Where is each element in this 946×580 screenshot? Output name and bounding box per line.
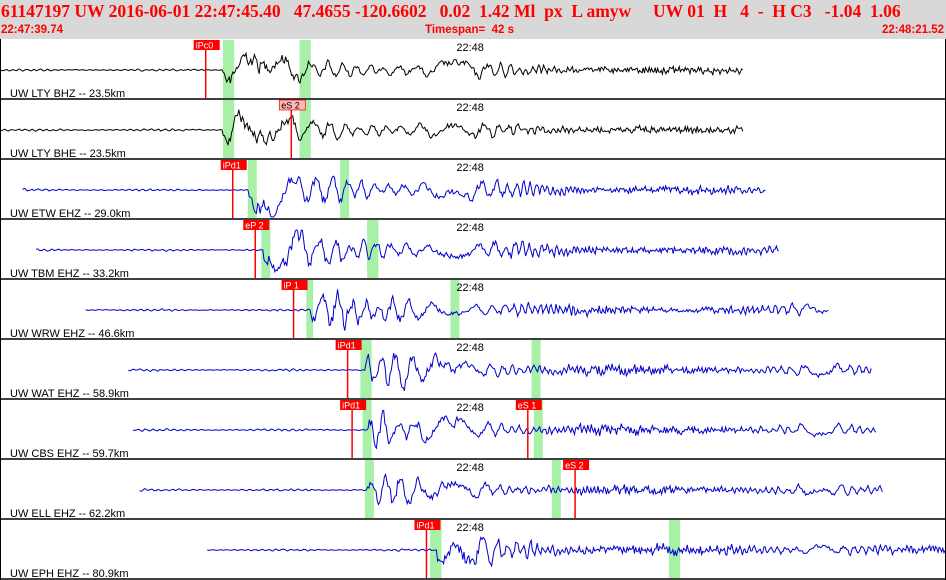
analysis-window: [306, 280, 314, 338]
minute-tick-label: 22:48: [456, 282, 484, 294]
station-label: UW WRW EHZ -- 46.6km: [10, 328, 134, 340]
pick-label: eS 2: [281, 101, 300, 111]
analysis-window: [367, 220, 379, 278]
pick-label: eS 1: [518, 401, 537, 411]
minute-tick-label: 22:48: [456, 522, 484, 534]
trace-row[interactable]: 22:48 iPc0 UW LTY BHZ -- 23.5km: [0, 40, 946, 100]
analysis-window: [261, 220, 271, 278]
analysis-window: [247, 160, 257, 218]
end-time: 22:48:21.52: [881, 24, 944, 36]
waveform-trace[interactable]: [0, 51, 744, 85]
pick-label: iPd1: [416, 521, 434, 531]
pick-label: iP 1: [284, 281, 299, 291]
pick-marker[interactable]: [193, 40, 220, 50]
station-label: UW LTY BHE -- 23.5km: [10, 148, 126, 160]
trace-row[interactable]: 22:48 eS 2 UW ELL EHZ -- 62.2km: [0, 460, 946, 520]
trace-row[interactable]: 22:48 iPd1 UW ETW EHZ -- 29.0km: [0, 160, 946, 220]
waveform-trace[interactable]: [36, 229, 780, 274]
pick-marker[interactable]: [220, 160, 247, 170]
analysis-window: [668, 520, 681, 578]
station-label: UW WAT EHZ -- 58.9km: [10, 388, 129, 400]
analysis-window: [222, 100, 235, 158]
analysis-window: [299, 40, 311, 98]
trace-row[interactable]: 22:48 eP 2 UW TBM EHZ -- 33.2km: [0, 220, 946, 280]
header-bar: 61147197 UW 2016-06-01 22:47:45.40 47.46…: [0, 0, 946, 39]
trace-row[interactable]: 22:48 iPd1 UW EPH EHZ -- 80.9km: [0, 520, 946, 580]
pick-label: eP 2: [245, 221, 263, 231]
timespan-label: Timespan= 42 s: [425, 24, 514, 36]
analysis-window: [299, 100, 311, 158]
station-label: UW CBS EHZ -- 59.7km: [10, 448, 129, 460]
pick-label: iPd1: [342, 401, 360, 411]
analysis-window: [430, 520, 442, 578]
waveform-trace[interactable]: [207, 536, 946, 568]
seismogram-panel[interactable]: 22:48 iPc0 UW LTY BHZ -- 23.5km 22:48 eS 2 UW…: [0, 39, 946, 580]
pick-marker[interactable]: [515, 400, 542, 410]
station-label: UW EPH EHZ -- 80.9km: [10, 568, 129, 580]
station-label: UW ELL EHZ -- 62.2km: [10, 508, 125, 520]
waveform-trace[interactable]: [85, 289, 829, 331]
pick-marker[interactable]: [281, 280, 308, 290]
waveform-trace[interactable]: [132, 409, 877, 450]
pick-label: eS 2: [565, 461, 584, 471]
analysis-window: [340, 160, 350, 218]
waveform-trace[interactable]: [0, 109, 744, 147]
pick-marker[interactable]: [340, 400, 367, 410]
station-label: UW ETW EHZ -- 29.0km: [10, 208, 130, 220]
trace-row[interactable]: 22:48 eS 2 UW LTY BHE -- 23.5km: [0, 99, 946, 160]
analysis-window: [551, 460, 561, 518]
pick-marker[interactable]: [278, 99, 306, 111]
pick-label: iPd1: [338, 341, 356, 351]
trace-row[interactable]: 22:48 iPd1 eS 1 UW CBS EHZ -- 59.7km: [0, 400, 946, 460]
minute-tick-label: 22:48: [456, 102, 484, 114]
minute-tick-label: 22:48: [456, 222, 484, 234]
analysis-window: [450, 280, 460, 338]
analysis-window: [222, 40, 235, 98]
trace-row[interactable]: 22:48 iP 1 UW WRW EHZ -- 46.6km: [0, 280, 946, 340]
pick-label: iPd1: [223, 161, 241, 171]
minute-tick-label: 22:48: [456, 402, 484, 414]
station-label: UW LTY BHZ -- 23.5km: [10, 88, 125, 100]
minute-tick-label: 22:48: [456, 462, 484, 474]
analysis-window: [364, 460, 374, 518]
trace-row[interactable]: 22:48 iPd1 UW WAT EHZ -- 58.9km: [0, 340, 946, 400]
pick-label: iPc0: [196, 41, 214, 51]
station-label: UW TBM EHZ -- 33.2km: [10, 268, 129, 280]
waveform-trace[interactable]: [139, 473, 883, 506]
event-title: 61147197 UW 2016-06-01 22:47:45.40 47.46…: [1, 1, 901, 21]
minute-tick-label: 22:48: [456, 162, 484, 174]
pick-marker[interactable]: [243, 220, 270, 230]
pick-marker[interactable]: [335, 340, 362, 350]
minute-tick-label: 22:48: [456, 42, 484, 54]
waveform-trace[interactable]: [22, 175, 766, 218]
start-time: 22:47:39.74: [1, 24, 64, 36]
waveform-trace[interactable]: [128, 352, 872, 391]
pick-marker[interactable]: [563, 460, 590, 470]
minute-tick-label: 22:48: [456, 342, 484, 354]
analysis-window: [360, 340, 372, 398]
pick-marker[interactable]: [414, 520, 441, 530]
